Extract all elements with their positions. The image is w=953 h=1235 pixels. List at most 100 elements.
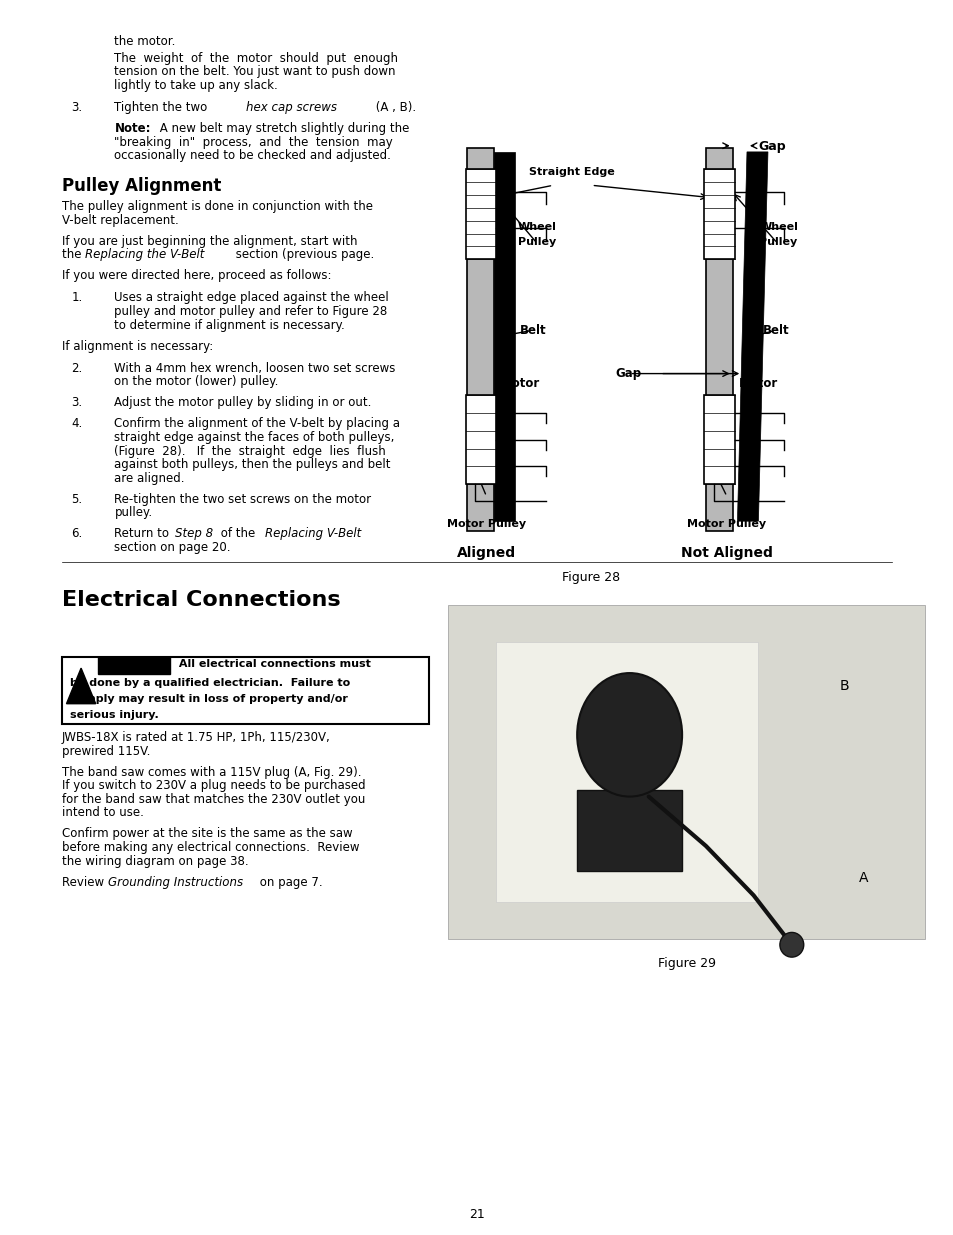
Text: Motor Pulley: Motor Pulley [447, 519, 525, 529]
Text: If you are just beginning the alignment, start with: If you are just beginning the alignment,… [62, 235, 357, 248]
Ellipse shape [577, 673, 681, 797]
Bar [703, 395, 734, 484]
Text: to determine if alignment is necessary.: to determine if alignment is necessary. [114, 319, 345, 332]
Text: the wiring diagram on page 38.: the wiring diagram on page 38. [62, 855, 249, 868]
Text: pulley.: pulley. [114, 506, 152, 520]
Text: Note:: Note: [114, 122, 151, 136]
Text: Motor Pulley: Motor Pulley [687, 519, 765, 529]
Bar [496, 642, 758, 902]
Text: The pulley alignment is done in conjunction with the: The pulley alignment is done in conjunct… [62, 200, 373, 214]
Text: intend to use.: intend to use. [62, 806, 144, 820]
Text: B: B [839, 679, 848, 693]
Text: (Figure  28).   If  the  straight  edge  lies  flush: (Figure 28). If the straight edge lies f… [114, 445, 386, 458]
Text: 2.: 2. [71, 362, 83, 375]
Text: Not Aligned: Not Aligned [680, 546, 772, 559]
Text: of the: of the [216, 527, 258, 541]
Text: on the motor (lower) pulley.: on the motor (lower) pulley. [114, 375, 278, 389]
Text: If you switch to 230V a plug needs to be purchased: If you switch to 230V a plug needs to be… [62, 779, 365, 793]
Text: Step 8: Step 8 [174, 527, 213, 541]
Text: 3.: 3. [71, 396, 83, 410]
Text: hex cap screws: hex cap screws [246, 101, 336, 115]
Text: Review: Review [62, 876, 108, 889]
Bar [98, 657, 170, 674]
Text: section on page 20.: section on page 20. [114, 541, 231, 555]
Text: 6.: 6. [71, 527, 83, 541]
Text: be done by a qualified electrician.  Failure to: be done by a qualified electrician. Fail… [70, 678, 350, 688]
Text: for the band saw that matches the 230V outlet you: for the band saw that matches the 230V o… [62, 793, 365, 806]
Text: (A , B).: (A , B). [372, 101, 416, 115]
Text: Motor: Motor [500, 377, 539, 390]
Text: 3.: 3. [71, 101, 83, 115]
Text: the motor.: the motor. [114, 35, 175, 48]
Text: All electrical connections must: All electrical connections must [174, 659, 370, 669]
Text: serious injury.: serious injury. [70, 710, 158, 720]
Text: comply may result in loss of property and/or: comply may result in loss of property an… [70, 694, 347, 704]
Text: occasionally need to be checked and adjusted.: occasionally need to be checked and adju… [114, 149, 391, 163]
Text: Wheel: Wheel [759, 222, 798, 232]
Text: Pulley Alignment: Pulley Alignment [62, 177, 221, 195]
Text: on page 7.: on page 7. [255, 876, 322, 889]
Text: Aligned: Aligned [456, 546, 516, 559]
Text: Return to: Return to [114, 527, 173, 541]
Text: !: ! [79, 680, 83, 690]
Text: 5.: 5. [71, 493, 83, 506]
Text: Straight Edge: Straight Edge [529, 167, 615, 177]
Text: pulley and motor pulley and refer to Figure 28: pulley and motor pulley and refer to Fig… [114, 305, 387, 319]
Bar [62, 657, 429, 724]
Text: Grounding Instructions: Grounding Instructions [108, 876, 243, 889]
Text: "breaking  in"  process,  and  the  tension  may: "breaking in" process, and the tension m… [114, 136, 393, 149]
Text: the: the [62, 248, 85, 262]
Text: lightly to take up any slack.: lightly to take up any slack. [114, 79, 278, 93]
Text: Re-tighten the two set screws on the motor: Re-tighten the two set screws on the mot… [114, 493, 372, 506]
Text: A: A [858, 871, 867, 884]
Bar [467, 148, 494, 531]
Text: A new belt may stretch slightly during the: A new belt may stretch slightly during t… [155, 122, 409, 136]
Text: tension on the belt. You just want to push down: tension on the belt. You just want to pu… [114, 65, 395, 79]
Text: are aligned.: are aligned. [114, 472, 185, 485]
Bar [465, 169, 496, 259]
Text: Adjust the motor pulley by sliding in or out.: Adjust the motor pulley by sliding in or… [114, 396, 372, 410]
Text: Uses a straight edge placed against the wheel: Uses a straight edge placed against the … [114, 291, 389, 305]
Text: 21: 21 [469, 1208, 484, 1221]
Text: The band saw comes with a 115V plug (A, Fig. 29).: The band saw comes with a 115V plug (A, … [62, 766, 361, 779]
Text: Electrical Connections: Electrical Connections [62, 590, 340, 610]
Text: If alignment is necessary:: If alignment is necessary: [62, 340, 213, 353]
Text: With a 4mm hex wrench, loosen two set screws: With a 4mm hex wrench, loosen two set sc… [114, 362, 395, 375]
Text: 4.: 4. [71, 417, 83, 431]
Text: If you were directed here, proceed as follows:: If you were directed here, proceed as fo… [62, 269, 331, 283]
Text: Gap: Gap [615, 368, 640, 380]
Text: WARNING: WARNING [105, 658, 162, 668]
Text: before making any electrical connections.  Review: before making any electrical connections… [62, 841, 359, 855]
Bar [577, 790, 681, 871]
Text: Tighten the two: Tighten the two [114, 101, 212, 115]
Text: JWBS-18X is rated at 1.75 HP, 1Ph, 115/230V,: JWBS-18X is rated at 1.75 HP, 1Ph, 115/2… [62, 731, 331, 745]
Polygon shape [737, 152, 767, 521]
Text: against both pulleys, then the pulleys and belt: against both pulleys, then the pulleys a… [114, 458, 391, 472]
Bar [448, 142, 924, 543]
Polygon shape [67, 668, 95, 704]
Text: Wheel: Wheel [517, 222, 557, 232]
Text: Confirm power at the site is the same as the saw: Confirm power at the site is the same as… [62, 827, 353, 841]
Bar [465, 395, 496, 484]
Text: Motor: Motor [739, 377, 778, 390]
Text: Belt: Belt [519, 325, 546, 337]
Text: Replacing V-Belt: Replacing V-Belt [265, 527, 361, 541]
Text: Pulley: Pulley [759, 237, 797, 247]
Ellipse shape [780, 932, 802, 957]
Text: 1.: 1. [71, 291, 83, 305]
Bar [494, 152, 515, 521]
Text: Replacing the V-Belt: Replacing the V-Belt [85, 248, 204, 262]
Text: prewired 115V.: prewired 115V. [62, 745, 151, 758]
Text: Belt: Belt [762, 325, 789, 337]
Text: The  weight  of  the  motor  should  put  enough: The weight of the motor should put enoug… [114, 52, 398, 65]
Text: Confirm the alignment of the V-belt by placing a: Confirm the alignment of the V-belt by p… [114, 417, 400, 431]
Text: Pulley: Pulley [517, 237, 556, 247]
Text: V-belt replacement.: V-belt replacement. [62, 214, 178, 227]
Bar [705, 148, 732, 531]
Bar [703, 169, 734, 259]
Text: Figure 29: Figure 29 [658, 957, 715, 971]
Text: Figure 28: Figure 28 [562, 571, 619, 584]
Text: Gap: Gap [758, 140, 785, 153]
Bar [448, 605, 924, 939]
Text: section (previous page.: section (previous page. [232, 248, 374, 262]
